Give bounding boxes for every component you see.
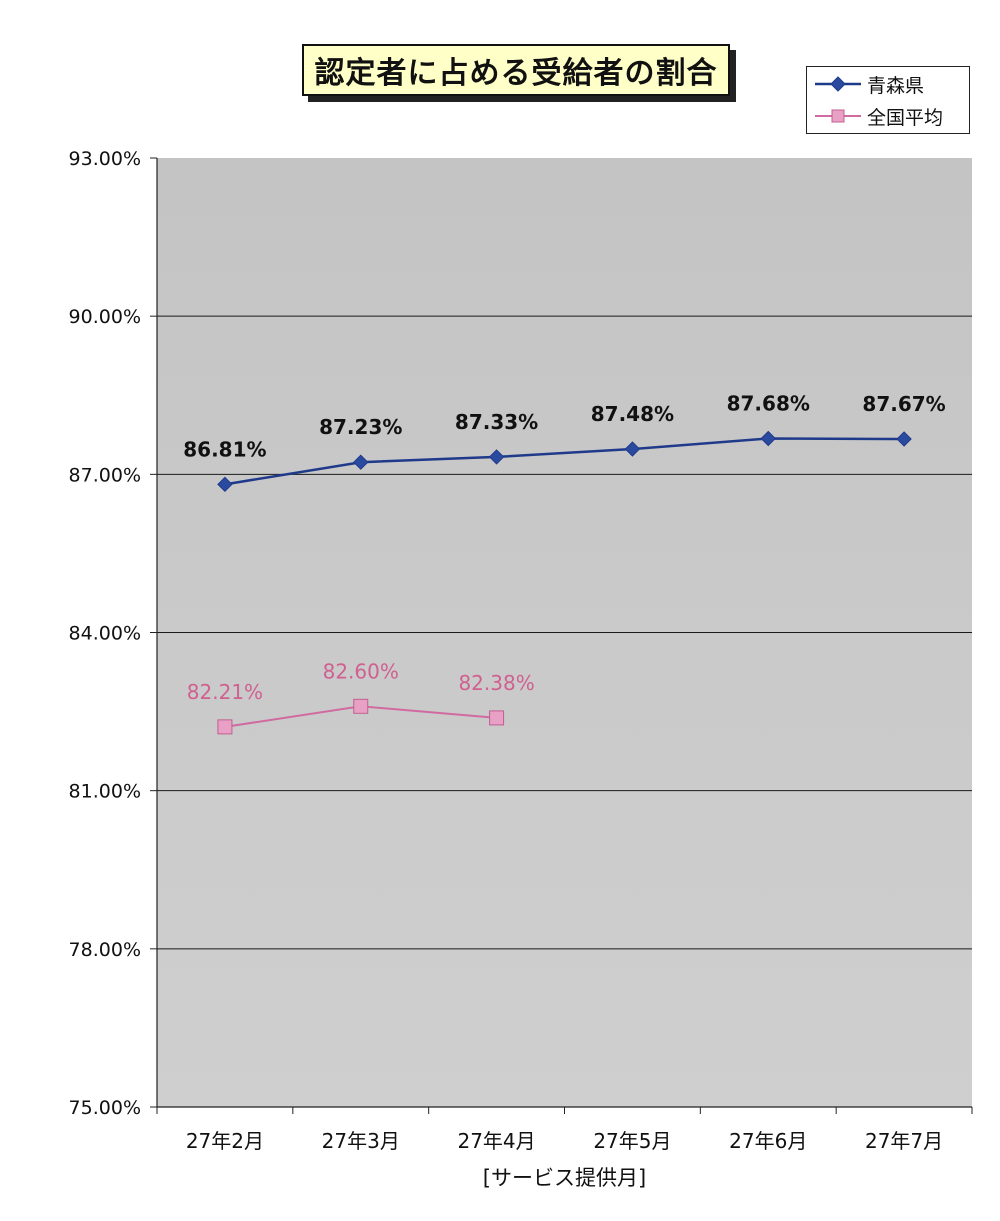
data-label: 82.38% xyxy=(458,671,534,695)
data-label: 87.48% xyxy=(591,402,674,426)
data-label: 82.60% xyxy=(323,659,399,683)
data-label: 87.33% xyxy=(455,410,538,434)
x-tick-label: 27年3月 xyxy=(322,1129,400,1153)
y-tick-label: 75.00% xyxy=(69,1097,141,1119)
y-tick-label: 87.00% xyxy=(69,464,141,486)
y-tick-label: 90.00% xyxy=(69,306,141,328)
y-tick-label: 84.00% xyxy=(69,623,141,645)
data-point xyxy=(490,711,504,725)
data-label: 87.23% xyxy=(319,415,402,439)
x-tick-label: 27年2月 xyxy=(186,1129,264,1153)
x-tick-label: 27年5月 xyxy=(593,1129,671,1153)
y-tick-label: 78.00% xyxy=(69,939,141,961)
data-label: 86.81% xyxy=(183,437,266,461)
data-point xyxy=(354,699,368,713)
x-tick-label: 27年6月 xyxy=(729,1129,807,1153)
data-label: 82.21% xyxy=(187,680,263,704)
x-tick-label: 27年7月 xyxy=(865,1129,943,1153)
data-label: 87.67% xyxy=(862,392,945,416)
x-axis-title: [サービス提供月] xyxy=(483,1166,646,1190)
data-point xyxy=(218,720,232,734)
y-tick-label: 81.00% xyxy=(69,781,141,803)
y-tick-label: 93.00% xyxy=(69,148,141,170)
x-tick-label: 27年4月 xyxy=(457,1129,535,1153)
data-label: 87.68% xyxy=(727,391,810,415)
